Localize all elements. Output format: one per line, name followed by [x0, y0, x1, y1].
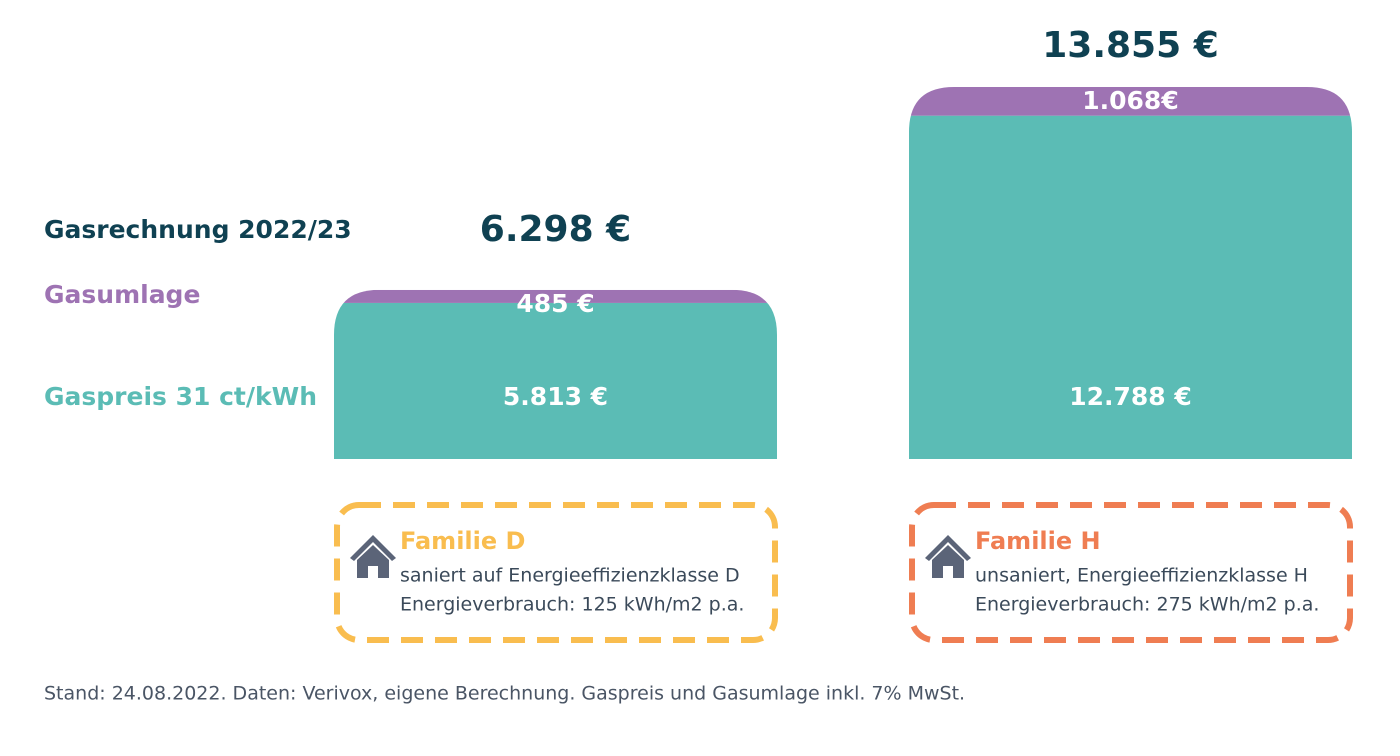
bar-segment — [909, 87, 1352, 116]
family-description: Energieverbrauch: 275 kWh/m2 p.a. — [975, 594, 1319, 616]
value-label: 485 € — [516, 289, 594, 318]
legend-label: Gasumlage — [44, 280, 200, 309]
bar-segment — [909, 115, 1352, 459]
house-icon — [925, 535, 971, 578]
chart-title: Gasrechnung 2022/23 — [44, 215, 352, 244]
legend-label: Gaspreis 31 ct/kWh — [44, 382, 317, 411]
family-description: Energieverbrauch: 125 kWh/m2 p.a. — [400, 594, 744, 616]
family-name: Familie D — [400, 527, 525, 555]
family-name: Familie H — [975, 527, 1101, 555]
total-label: 6.298 € — [480, 209, 631, 250]
source-note: Stand: 24.08.2022. Daten: Verivox, eigen… — [44, 683, 965, 705]
bar-group — [909, 87, 1352, 459]
value-label: 5.813 € — [503, 382, 608, 411]
family-description: unsaniert, Energieeffizienzklasse H — [975, 565, 1308, 587]
value-label: 12.788 € — [1069, 382, 1192, 411]
bar-segment — [334, 289, 777, 303]
house-icon — [350, 535, 396, 578]
family-description: saniert auf Energieeffizienzklasse D — [400, 565, 740, 587]
family-box — [334, 502, 778, 643]
value-label: 1.068€ — [1082, 86, 1178, 115]
bar-group — [334, 289, 777, 459]
total-label: 13.855 € — [1042, 25, 1219, 66]
family-box — [909, 502, 1353, 643]
bar-segment — [334, 302, 777, 459]
